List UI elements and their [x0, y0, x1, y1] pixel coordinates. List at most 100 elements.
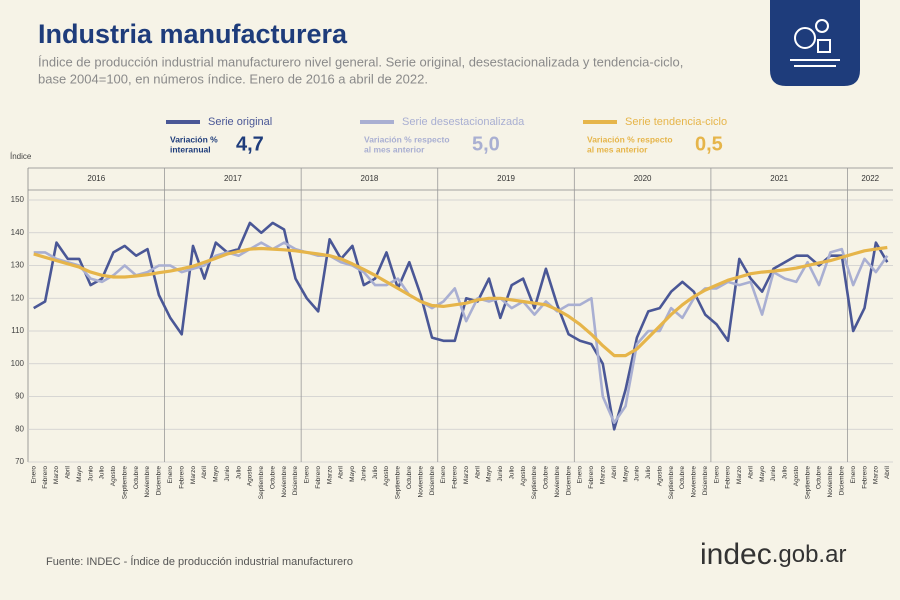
stat-label: al mes anterior [364, 144, 425, 154]
x-tick-label: Enero [713, 466, 720, 484]
x-tick-label: Marzo [190, 466, 197, 484]
stat-value: 4,7 [236, 133, 264, 155]
y-tick-label: 110 [11, 326, 24, 335]
x-tick-label: Abril [747, 465, 754, 479]
x-tick-label: Noviembre [281, 466, 288, 498]
x-tick-label: Julio [99, 466, 106, 480]
y-tick-label: 130 [11, 261, 25, 270]
x-tick-label: Enero [577, 466, 584, 484]
x-tick-label: Julio [782, 466, 789, 480]
x-tick-label: Diciembre [429, 466, 436, 496]
x-tick-label: Septiembre [531, 466, 538, 500]
x-tick-label: Noviembre [554, 466, 561, 498]
x-tick-label: Febrero [861, 466, 868, 489]
x-tick-label: Abril [65, 465, 72, 479]
x-tick-label: Octubre [269, 466, 276, 490]
y-tick-label: 120 [11, 293, 25, 302]
subtitle: base 2004=100, en números índice. Enero … [38, 71, 428, 86]
subtitle: Índice de producción industrial manufact… [38, 54, 683, 69]
series-line [33, 221, 889, 431]
y-tick-label: 150 [11, 195, 25, 204]
x-tick-label: Junio [770, 466, 777, 482]
x-tick-label: Diciembre [156, 466, 163, 496]
x-tick-label: Mayo [349, 466, 356, 482]
x-tick-label: Diciembre [565, 466, 572, 496]
x-tick-label: Marzo [463, 466, 470, 484]
x-tick-label: Octubre [543, 466, 550, 490]
stat-value: 0,5 [695, 133, 723, 155]
x-tick-label: Marzo [53, 466, 60, 484]
x-tick-label: Abril [474, 465, 481, 479]
x-tick-label: Marzo [326, 466, 333, 484]
x-tick-label: Septiembre [258, 466, 265, 500]
x-tick-label: Abril [611, 465, 618, 479]
x-tick-label: Junio [224, 466, 231, 482]
brand-main: indec [700, 538, 772, 571]
legend-label: Serie original [208, 116, 272, 128]
x-tick-label: Octubre [816, 466, 823, 490]
x-tick-label: Marzo [736, 466, 743, 484]
x-tick-label: Diciembre [839, 466, 846, 496]
x-tick-label: Septiembre [395, 466, 402, 500]
year-label: 2017 [224, 174, 242, 183]
legend-label: Serie desestacionalizada [402, 116, 525, 128]
x-tick-label: Mayo [622, 466, 629, 482]
x-tick-label: Febrero [42, 466, 49, 489]
x-tick-label: Mayo [213, 466, 220, 482]
x-tick-label: Octubre [679, 466, 686, 490]
x-tick-label: Enero [440, 466, 447, 484]
x-tick-label: Septiembre [804, 466, 811, 500]
x-tick-label: Octubre [133, 466, 140, 490]
x-tick-label: Febrero [725, 466, 732, 489]
logo-badge [770, 0, 860, 86]
x-tick-label: Mayo [486, 466, 493, 482]
y-tick-label: 90 [15, 392, 24, 401]
chart-title: Industria manufacturera [38, 19, 348, 49]
x-tick-label: Marzo [873, 466, 880, 484]
x-tick-label: Abril [201, 465, 208, 479]
stat-label: Variación % respecto [364, 134, 450, 144]
y-tick-label: 100 [11, 359, 25, 368]
x-tick-label: Junio [497, 466, 504, 482]
x-tick-label: Junio [634, 466, 641, 482]
x-tick-label: Abril [338, 465, 345, 479]
x-tick-label: Abril [884, 465, 891, 479]
year-label: 2016 [87, 174, 105, 183]
x-tick-label: Agosto [793, 466, 800, 487]
x-tick-label: Julio [372, 466, 379, 480]
year-label: 2021 [770, 174, 788, 183]
stat-label: Variación % [170, 134, 218, 144]
legend-label: Serie tendencia-ciclo [625, 116, 727, 128]
x-tick-label: Julio [645, 466, 652, 480]
year-label: 2020 [634, 174, 652, 183]
x-tick-label: Diciembre [702, 466, 709, 496]
year-label: 2018 [361, 174, 379, 183]
x-tick-label: Febrero [315, 466, 322, 489]
y-tick-label: 70 [15, 457, 24, 466]
x-tick-label: Enero [30, 466, 37, 484]
x-tick-label: Noviembre [827, 466, 834, 498]
x-tick-label: Marzo [599, 466, 606, 484]
x-tick-label: Septiembre [668, 466, 675, 500]
x-tick-label: Febrero [452, 466, 459, 489]
year-label: 2019 [497, 174, 515, 183]
x-tick-label: Diciembre [292, 466, 299, 496]
x-tick-label: Agosto [247, 466, 254, 487]
x-tick-label: Noviembre [691, 466, 698, 498]
stat-label: al mes anterior [587, 144, 648, 154]
stat-label: Variación % respecto [587, 134, 673, 144]
x-tick-label: Noviembre [144, 466, 151, 498]
x-tick-label: Agosto [110, 466, 117, 487]
stat-label: interanual [170, 144, 211, 154]
y-tick-label: 80 [15, 424, 24, 433]
x-tick-label: Agosto [383, 466, 390, 487]
x-tick-label: Julio [235, 466, 242, 480]
x-tick-label: Febrero [178, 466, 185, 489]
x-tick-label: Julio [508, 466, 515, 480]
x-tick-label: Mayo [76, 466, 83, 482]
x-tick-label: Enero [304, 466, 311, 484]
x-tick-label: Febrero [588, 466, 595, 489]
x-tick-label: Junio [87, 466, 94, 482]
